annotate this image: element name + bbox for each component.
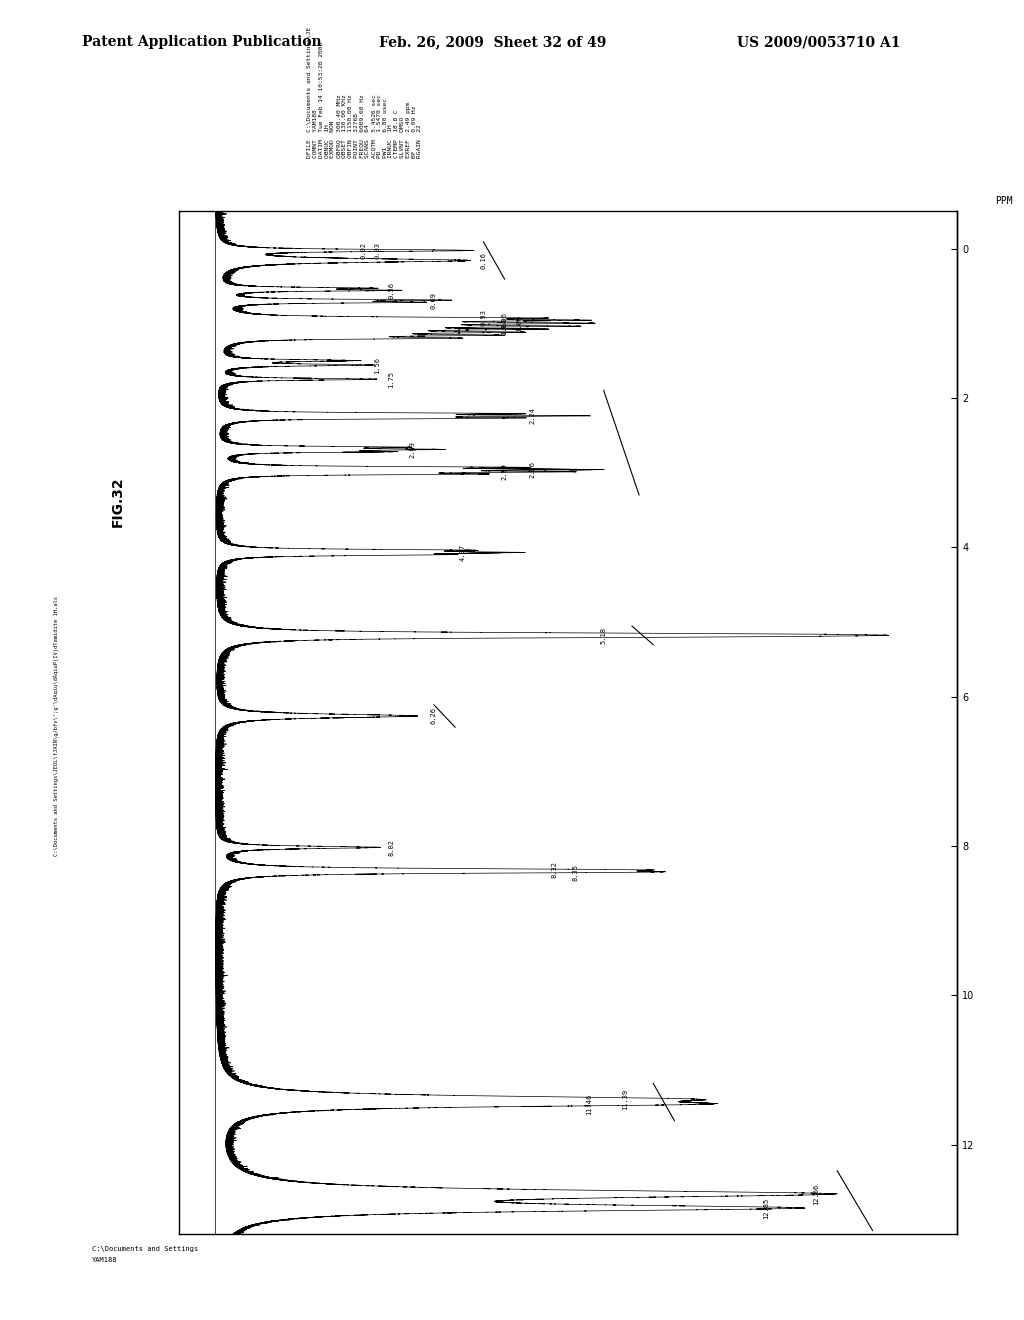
Text: 8.35: 8.35 xyxy=(572,863,579,880)
Text: 11.39: 11.39 xyxy=(622,1089,628,1110)
Text: 5.18: 5.18 xyxy=(601,627,606,644)
Text: 0.56: 0.56 xyxy=(388,282,394,298)
Text: 0.03: 0.03 xyxy=(375,243,380,259)
Text: 6.26: 6.26 xyxy=(431,708,437,725)
Text: US 2009/0053710 A1: US 2009/0053710 A1 xyxy=(737,36,901,49)
Text: 8.32: 8.32 xyxy=(551,862,557,878)
Text: PPM: PPM xyxy=(995,197,1013,206)
Text: 1.00: 1.00 xyxy=(516,314,522,331)
Text: C:\Documents and Settings\JEOL\fJXIN\g/bfv\';g'\dAqiu\dAqiuP(IV)dTamidite 1H.als: C:\Documents and Settings\JEOL\fJXIN\g/b… xyxy=(54,597,58,855)
Text: 1.04: 1.04 xyxy=(502,318,508,335)
Text: Feb. 26, 2009  Sheet 32 of 49: Feb. 26, 2009 Sheet 32 of 49 xyxy=(379,36,606,49)
Text: FIG.32: FIG.32 xyxy=(111,477,125,527)
Text: 4.07: 4.07 xyxy=(459,544,465,561)
Text: 11.46: 11.46 xyxy=(587,1094,593,1115)
Text: DFILE  C:\Documents and Settings\JE
COMNT  YAM188
DATIM  Tue Feb 14 10:53:20 200: DFILE C:\Documents and Settings\JE COMNT… xyxy=(307,28,422,158)
Text: YAM188: YAM188 xyxy=(92,1257,118,1263)
Text: 2.69: 2.69 xyxy=(410,441,416,458)
Text: 12.85: 12.85 xyxy=(764,1197,769,1218)
Text: 0.96: 0.96 xyxy=(502,312,508,329)
Text: 2.96: 2.96 xyxy=(530,461,536,478)
Text: 0.02: 0.02 xyxy=(360,242,367,259)
Text: 0.69: 0.69 xyxy=(431,292,437,309)
Text: C:\Documents and Settings: C:\Documents and Settings xyxy=(92,1246,199,1253)
Text: Patent Application Publication: Patent Application Publication xyxy=(82,36,322,49)
Text: 0.16: 0.16 xyxy=(480,252,486,269)
Text: 1.75: 1.75 xyxy=(388,371,394,388)
Text: 0.93: 0.93 xyxy=(480,309,486,326)
Text: 2.99: 2.99 xyxy=(502,463,508,480)
Text: 1.56: 1.56 xyxy=(375,356,380,374)
Text: 12.66: 12.66 xyxy=(813,1183,819,1205)
Text: 8.02: 8.02 xyxy=(388,840,394,855)
Text: 2.24: 2.24 xyxy=(530,408,536,424)
